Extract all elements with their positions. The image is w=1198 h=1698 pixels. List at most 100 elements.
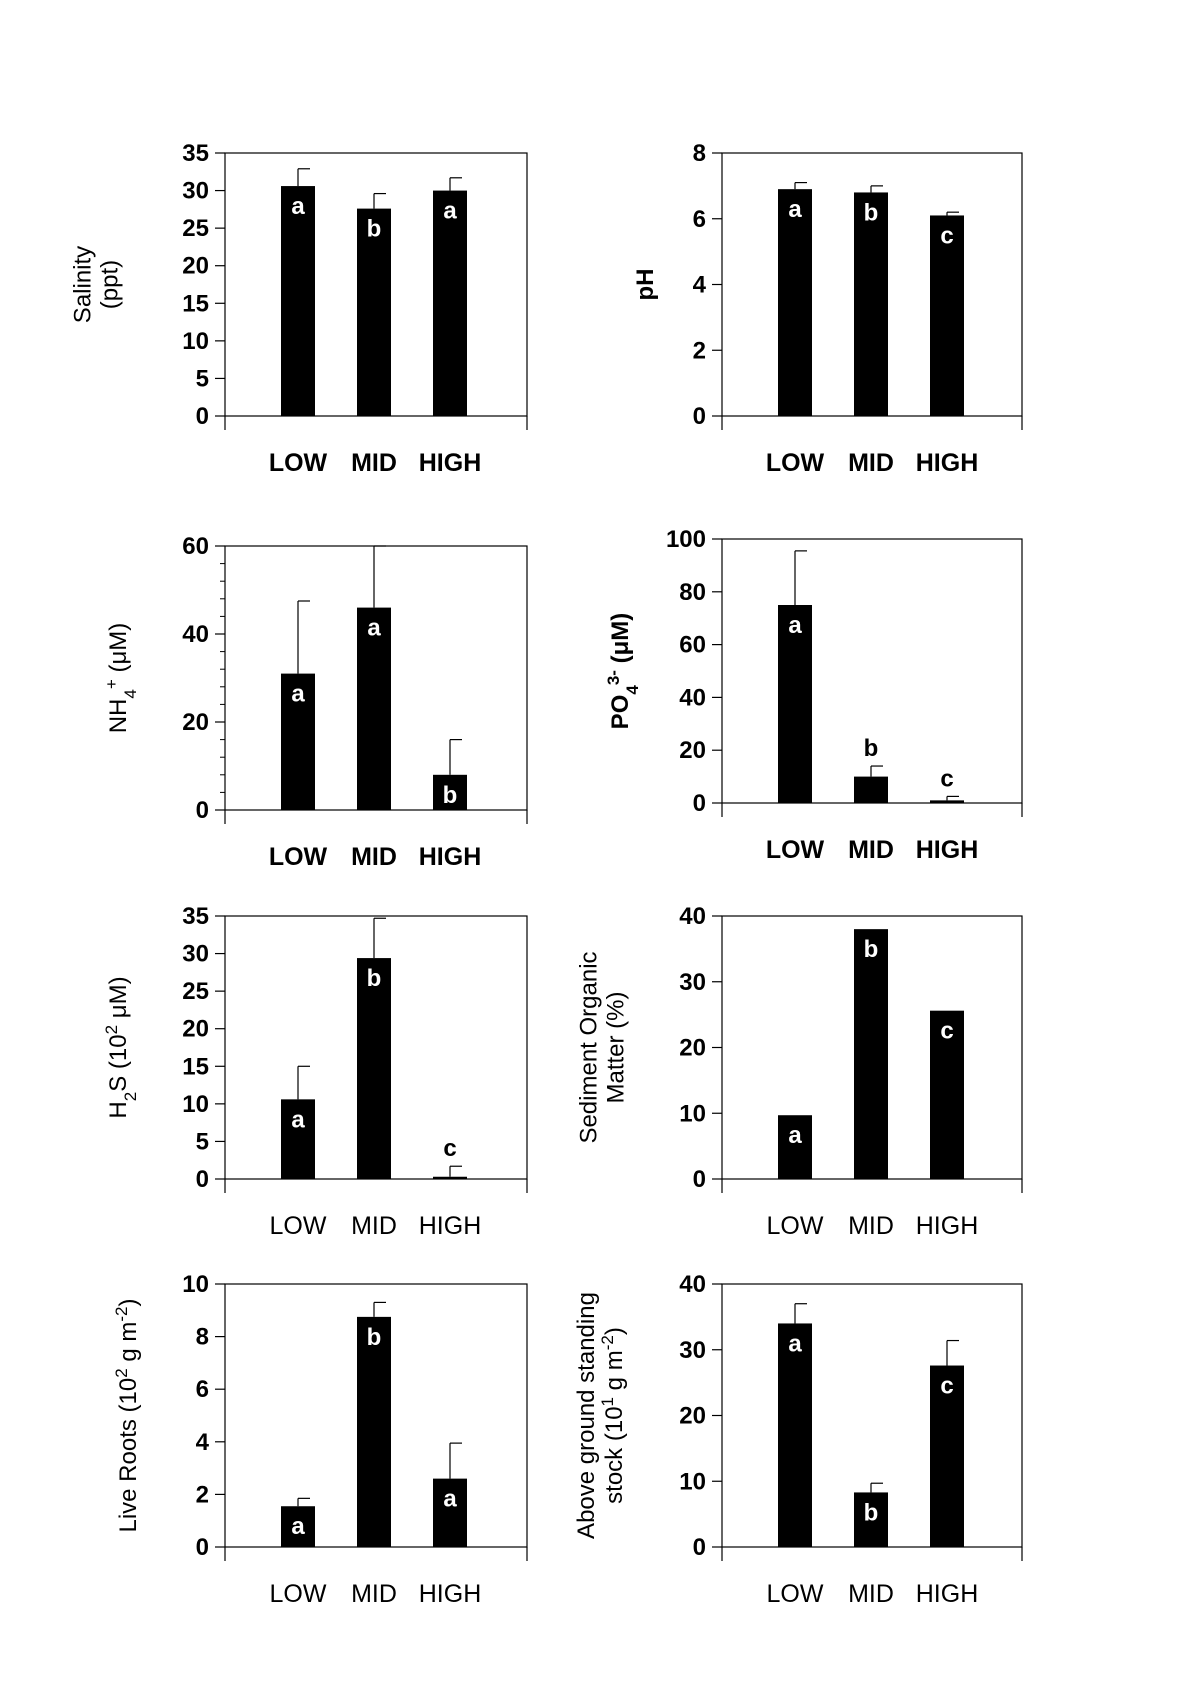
bar-low: [281, 186, 315, 416]
significance-letter: b: [367, 216, 382, 243]
y-tick-label: 5: [196, 365, 209, 392]
y-tick-label: 35: [182, 140, 209, 167]
y-tick-label: 4: [693, 272, 707, 299]
category-label-mid: MID: [351, 1212, 397, 1240]
chart-panel-live-roots: 0 2 4 6 8 10 a LOW b MID a HIGH Live Roots (102 g m-…: [112, 1271, 528, 1608]
chart-panel-organic-matter: 0 10 20 30 40 a LOW b MID c HIGH Sediment Organic Ma…: [576, 903, 1023, 1240]
y-tick-label: 0: [693, 790, 706, 817]
chart-panel-ammonium: 0 20 40 60 a LOW a MID b HIGH NH4+ (μM): [102, 533, 528, 871]
significance-letter: a: [788, 612, 802, 639]
y-axis-label: Above ground standing: [573, 1292, 600, 1539]
category-label-mid: MID: [848, 836, 894, 864]
category-label-mid: MID: [848, 1580, 894, 1608]
y-tick-label: 6: [693, 206, 706, 233]
bar-mid: [357, 208, 391, 416]
bar-high: [433, 190, 467, 416]
y-tick-label: 15: [182, 290, 209, 317]
category-label-high: HIGH: [419, 1212, 482, 1240]
y-tick-label: 0: [196, 797, 209, 824]
significance-letter: a: [443, 1486, 457, 1513]
y-tick-label: 15: [182, 1053, 209, 1080]
bar-high: [433, 1176, 467, 1179]
y-tick-label: 0: [693, 403, 706, 430]
y-axis-label: NH4+ (μM): [102, 623, 140, 734]
bar-high: [930, 215, 964, 416]
category-label-mid: MID: [351, 449, 397, 477]
significance-letter: b: [367, 965, 382, 992]
category-label-low: LOW: [270, 1580, 327, 1608]
y-tick-label: 20: [182, 1016, 209, 1043]
category-label-high: HIGH: [419, 449, 482, 477]
significance-letter: b: [864, 936, 879, 963]
bar-high: [930, 1365, 964, 1547]
significance-letter: c: [443, 1135, 456, 1162]
bar-high: [433, 774, 467, 810]
category-label-high: HIGH: [916, 1580, 979, 1608]
significance-letter: a: [291, 1106, 305, 1133]
y-axis-label: PO43- (μM): [604, 613, 642, 730]
significance-letter: c: [940, 222, 953, 249]
y-tick-label: 6: [196, 1376, 209, 1403]
chart-panel-ph: 0 2 4 6 8 a LOW b MID c HIGH pH: [632, 140, 1023, 477]
significance-letter: b: [864, 735, 879, 762]
y-axis-label: Matter (%): [603, 991, 630, 1103]
significance-letter: b: [864, 1499, 879, 1526]
category-label-mid: MID: [351, 1580, 397, 1608]
bar-high: [930, 800, 964, 803]
significance-letter: a: [291, 193, 305, 220]
bar-low: [778, 605, 812, 803]
category-label-low: LOW: [767, 1580, 824, 1608]
bar-low: [281, 1506, 315, 1547]
significance-letter: c: [940, 1018, 953, 1045]
y-tick-label: 0: [693, 1166, 706, 1193]
significance-letter: a: [291, 681, 305, 708]
significance-letter: a: [788, 1122, 802, 1149]
significance-letter: b: [367, 1324, 382, 1351]
significance-letter: a: [788, 1330, 802, 1357]
y-tick-label: 30: [182, 941, 209, 968]
y-tick-label: 4: [196, 1429, 210, 1456]
y-tick-label: 10: [182, 1091, 209, 1118]
y-tick-label: 20: [182, 253, 209, 280]
y-tick-label: 30: [679, 969, 706, 996]
y-tick-label: 5: [196, 1128, 209, 1155]
y-tick-label: 40: [679, 903, 706, 930]
bar-high: [930, 1010, 964, 1179]
y-tick-label: 2: [196, 1481, 209, 1508]
y-tick-label: 30: [679, 1337, 706, 1364]
category-label-mid: MID: [848, 449, 894, 477]
category-label-low: LOW: [767, 1212, 824, 1240]
y-tick-label: 2: [693, 337, 706, 364]
y-axis-label: H2S (102 μM): [102, 976, 140, 1118]
y-tick-label: 25: [182, 978, 209, 1005]
y-tick-label: 40: [182, 621, 209, 648]
y-tick-label: 10: [679, 1468, 706, 1495]
y-tick-label: 60: [182, 533, 209, 560]
y-tick-label: 60: [679, 632, 706, 659]
chart-panel-phosphate: 0 20 40 60 80 100 a LOW b MID c HIGH PO43- (μM): [604, 526, 1023, 864]
bar-high: [433, 1478, 467, 1547]
y-axis-label: Salinity: [70, 246, 97, 323]
category-label-low: LOW: [270, 1212, 327, 1240]
significance-letter: a: [443, 198, 457, 225]
y-tick-label: 8: [693, 140, 706, 167]
category-label-mid: MID: [351, 843, 397, 871]
bar-mid: [854, 192, 888, 416]
bar-low: [281, 673, 315, 810]
category-label-high: HIGH: [419, 843, 482, 871]
category-label-low: LOW: [766, 836, 825, 864]
y-tick-label: 20: [679, 1035, 706, 1062]
bar-mid: [357, 607, 391, 810]
y-tick-label: 0: [196, 1534, 209, 1561]
significance-letter: b: [864, 199, 879, 226]
bar-mid: [854, 776, 888, 803]
plot-frame: [721, 538, 1023, 804]
bar-mid: [357, 1316, 391, 1547]
significance-letter: a: [788, 196, 802, 223]
y-tick-label: 25: [182, 215, 209, 242]
y-axis-label: (ppt): [97, 260, 124, 309]
category-label-high: HIGH: [916, 449, 979, 477]
y-tick-label: 20: [679, 737, 706, 764]
bar-mid: [854, 929, 888, 1179]
